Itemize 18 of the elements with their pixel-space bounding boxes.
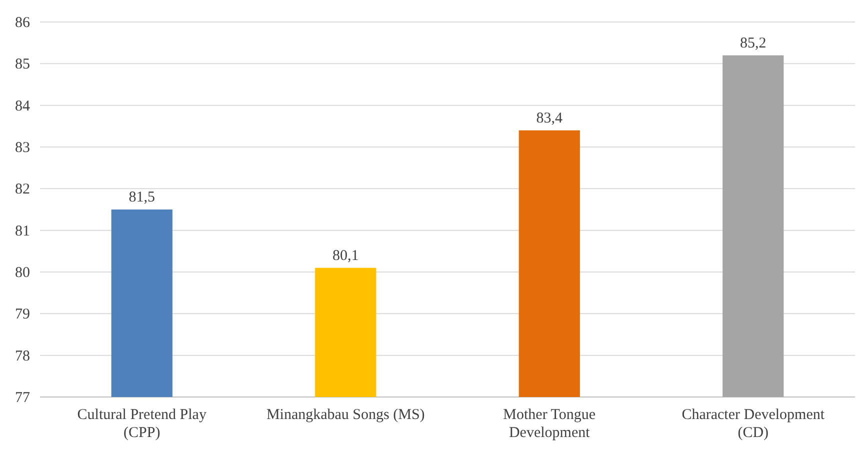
x-tick-label: Minangkabau Songs (MS) — [266, 407, 425, 423]
data-label: 85,2 — [740, 35, 766, 52]
data-label: 83,4 — [536, 110, 563, 126]
y-tick-label: 83 — [15, 140, 30, 156]
y-tick-label: 86 — [15, 15, 30, 31]
y-tick-label: 84 — [15, 98, 30, 114]
y-tick-label: 80 — [15, 265, 30, 281]
x-tick-label: Cultural Pretend Play (CPP) — [77, 407, 207, 441]
x-tick-label: Character Development (CD) — [682, 407, 826, 441]
y-tick-label: 81 — [15, 223, 30, 240]
y-tick-label: 79 — [15, 306, 30, 323]
x-tick-label: Mother Tongue Development — [503, 407, 596, 441]
y-tick-label: 78 — [15, 348, 30, 364]
data-label: 81,5 — [128, 190, 155, 206]
y-tick-label: 77 — [15, 390, 30, 406]
y-tick-label: 85 — [15, 56, 30, 73]
data-label: 80,1 — [332, 248, 359, 264]
y-tick-label: 82 — [15, 182, 30, 198]
